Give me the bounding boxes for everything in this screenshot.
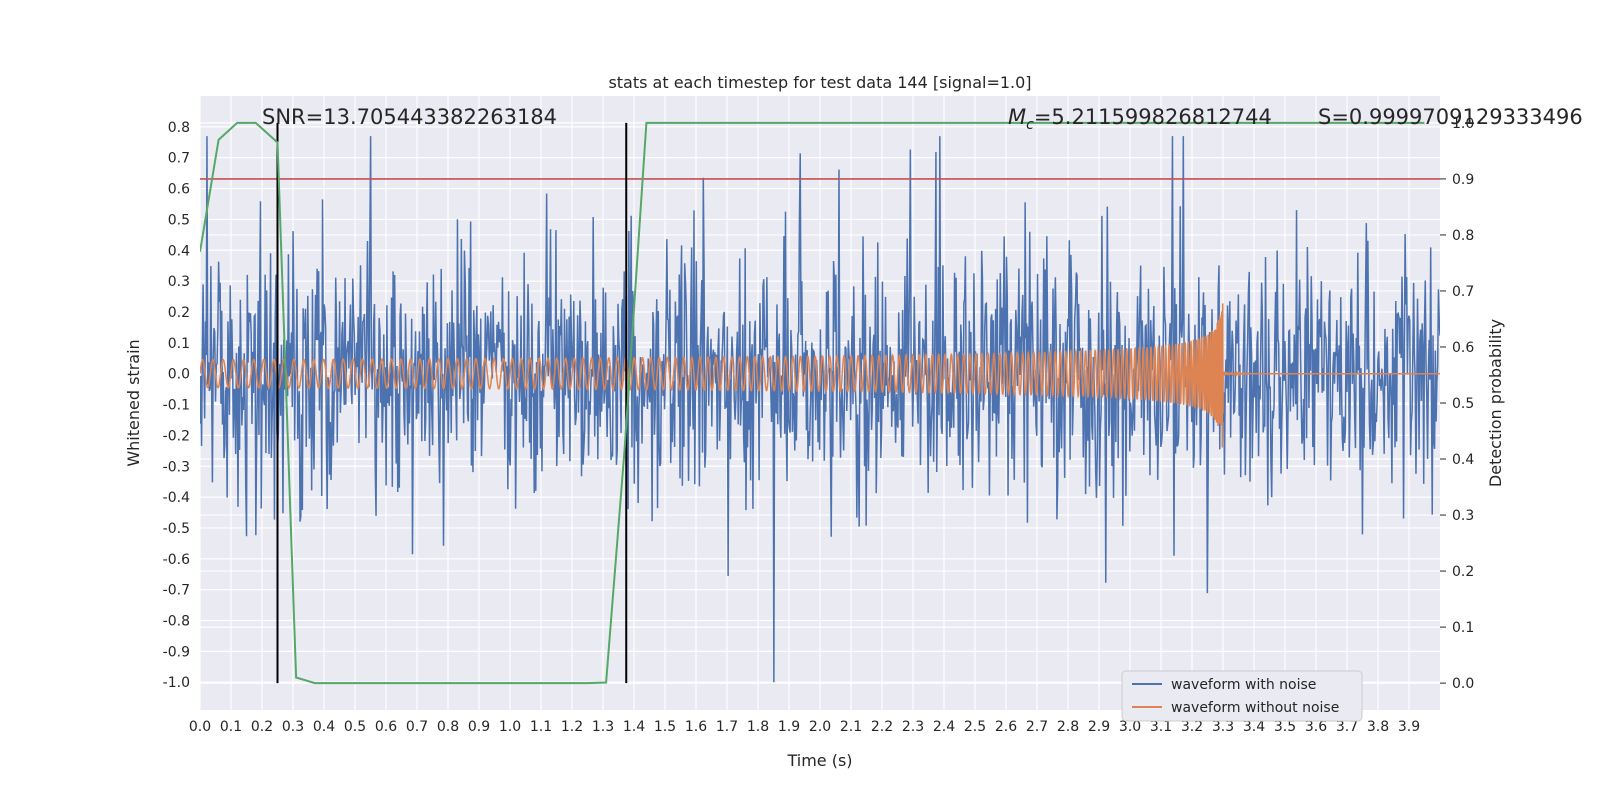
y-right-tick-label: 0.4 <box>1452 452 1474 468</box>
x-tick-label: 1.1 <box>530 719 552 735</box>
y-right-tick-label: 0.0 <box>1452 676 1474 692</box>
x-tick-label: 0.5 <box>344 719 366 735</box>
y-tick-label: 0.2 <box>168 305 190 321</box>
x-tick-label: 2.8 <box>1057 719 1079 735</box>
x-tick-label: 3.8 <box>1367 719 1389 735</box>
chirp-mass-annotation: Mc=5.211599826812744 <box>1008 105 1272 133</box>
x-tick-label: 1.2 <box>561 719 583 735</box>
x-tick-label: 2.3 <box>902 719 924 735</box>
x-tick-label: 1.5 <box>654 719 676 735</box>
y-tick-label: -0.5 <box>163 521 190 537</box>
x-tick-label: 1.3 <box>592 719 614 735</box>
y-tick-label: 0.6 <box>168 182 190 198</box>
legend-label-noise: waveform with noise <box>1171 677 1316 693</box>
x-tick-label: 3.9 <box>1398 719 1420 735</box>
x-tick-label: 2.5 <box>964 719 986 735</box>
y-right-tick-label: 0.1 <box>1452 620 1474 636</box>
x-axis-label: Time (s) <box>786 751 852 770</box>
x-tick-label: 2.7 <box>1026 719 1048 735</box>
x-tick-label: 2.1 <box>840 719 862 735</box>
y-right-tick-label: 0.8 <box>1452 228 1474 244</box>
y-tick-label: 0.7 <box>168 151 190 167</box>
y-right-tick-label: 0.9 <box>1452 172 1474 188</box>
y-axis-left-label: Whitened strain <box>124 339 143 466</box>
y-tick-label: -0.4 <box>163 490 190 506</box>
y-tick-label: -0.9 <box>163 644 190 660</box>
x-tick-label: 2.0 <box>809 719 831 735</box>
x-tick-label: 2.6 <box>995 719 1017 735</box>
y-tick-label: 0.1 <box>168 336 190 352</box>
x-tick-label: 2.2 <box>871 719 893 735</box>
y-right-tick-label: 0.6 <box>1452 340 1474 356</box>
x-tick-label: 1.8 <box>747 719 769 735</box>
y-tick-label: 0.4 <box>168 243 190 259</box>
y-tick-label: -0.2 <box>163 428 190 444</box>
x-tick-label: 0.3 <box>282 719 304 735</box>
x-tick-label: 1.6 <box>685 719 707 735</box>
x-tick-label: 2.4 <box>933 719 955 735</box>
s-annotation: S=0.9999709129333496 <box>1318 105 1583 129</box>
y-tick-label: -0.1 <box>163 398 190 414</box>
snr-annotation: SNR=13.705443382263184 <box>262 105 557 129</box>
x-tick-label: 0.1 <box>220 719 242 735</box>
x-tick-label: 0.0 <box>189 719 211 735</box>
legend: waveform with noise waveform without noi… <box>1122 671 1362 721</box>
x-tick-label: 1.4 <box>623 719 645 735</box>
x-tick-label: 0.4 <box>313 719 335 735</box>
x-tick-label: 0.7 <box>406 719 428 735</box>
y-tick-label: 0.3 <box>168 274 190 290</box>
y-tick-label: -0.3 <box>163 459 190 475</box>
x-tick-label: 1.0 <box>499 719 521 735</box>
x-tick-label: 1.9 <box>778 719 800 735</box>
y-tick-label: -1.0 <box>163 675 190 691</box>
y-tick-label: -0.6 <box>163 552 190 568</box>
chirp-mass-symbol: M <box>1008 105 1026 129</box>
y-tick-label: -0.8 <box>163 614 190 630</box>
x-tick-label: 0.2 <box>251 719 273 735</box>
y-tick-label: -0.7 <box>163 583 190 599</box>
y-right-tick-label: 0.5 <box>1452 396 1474 412</box>
x-tick-label: 0.6 <box>375 719 397 735</box>
y-right-tick-label: 0.2 <box>1452 564 1474 580</box>
chart-title: stats at each timestep for test data 144… <box>608 73 1031 92</box>
y-tick-label: 0.0 <box>168 367 190 383</box>
x-tick-label: 1.7 <box>716 719 738 735</box>
x-tick-label: 2.9 <box>1088 719 1110 735</box>
y-axis-right-label: Detection probability <box>1486 319 1505 487</box>
x-tick-label: 0.8 <box>437 719 459 735</box>
y-right-tick-label: 0.7 <box>1452 284 1474 300</box>
y-tick-label: 0.8 <box>168 120 190 136</box>
x-tick-label: 0.9 <box>468 719 490 735</box>
chart: 0.0 0.1 0.2 0.3 0.4 0.5 0.6 0.7 0.8 0.9 1.0 1.1 1.2 1… <box>0 0 1600 800</box>
y-tick-label: 0.5 <box>168 212 190 228</box>
y-right-tick-label: 0.3 <box>1452 508 1474 524</box>
chirp-mass-value: =5.211599826812744 <box>1034 105 1272 129</box>
legend-label-clean: waveform without noise <box>1171 700 1339 716</box>
